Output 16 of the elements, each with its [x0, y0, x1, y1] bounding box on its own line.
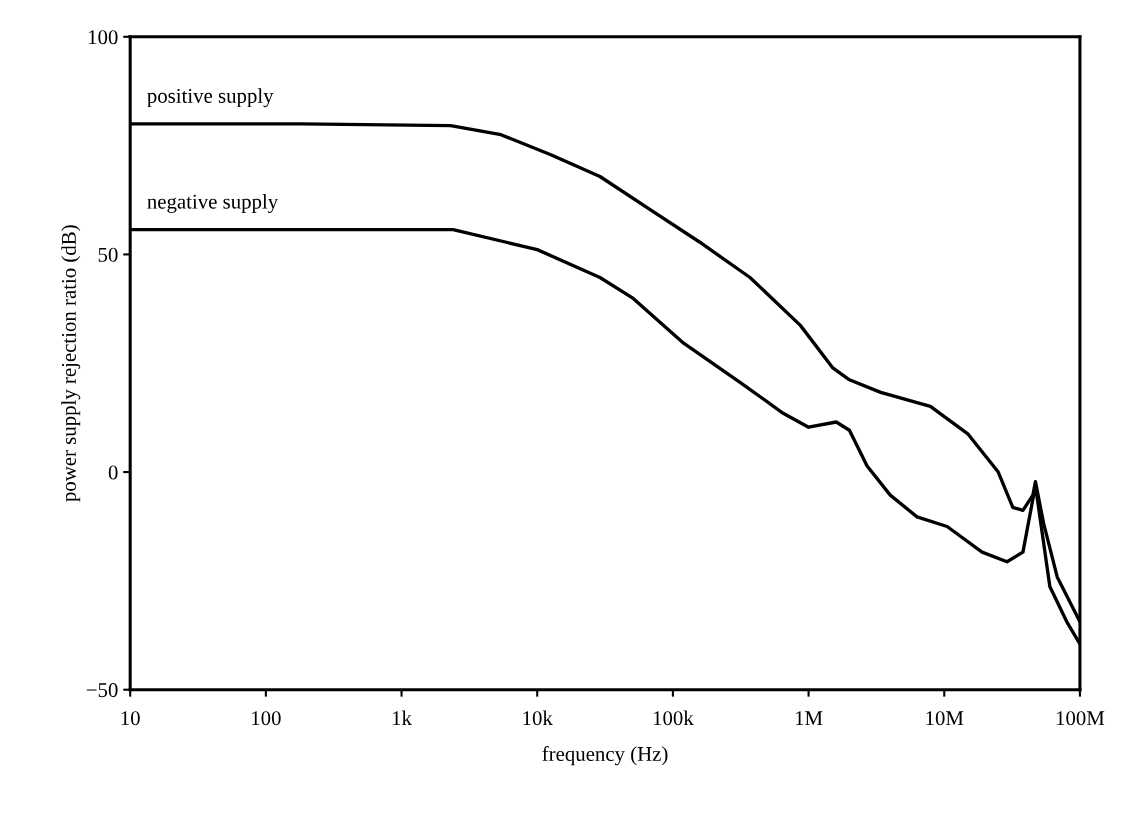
y-axis-title: power supply rejection ratio (dB) — [61, 225, 81, 502]
x-axis-title: frequency (Hz) — [542, 746, 668, 766]
x-tick-label: 10M — [926, 711, 964, 726]
x-tick-label: 100 — [252, 711, 281, 726]
series-label: positive supply — [147, 88, 274, 108]
y-tick-label: 0 — [108, 465, 118, 480]
x-tick-label: 1k — [392, 710, 412, 725]
x-tick-label: 100M — [1056, 711, 1105, 726]
x-tick-label: 10 — [121, 711, 140, 726]
x-tick-label: 100k — [653, 710, 694, 726]
series-label: negative supply — [147, 193, 279, 213]
y-tick-label: −50 — [86, 683, 118, 698]
y-tick-label: 100 — [88, 30, 118, 45]
y-tick-label: 50 — [98, 247, 118, 262]
x-tick-label: 1M — [795, 711, 823, 725]
x-tick-label: 10k — [523, 710, 553, 726]
